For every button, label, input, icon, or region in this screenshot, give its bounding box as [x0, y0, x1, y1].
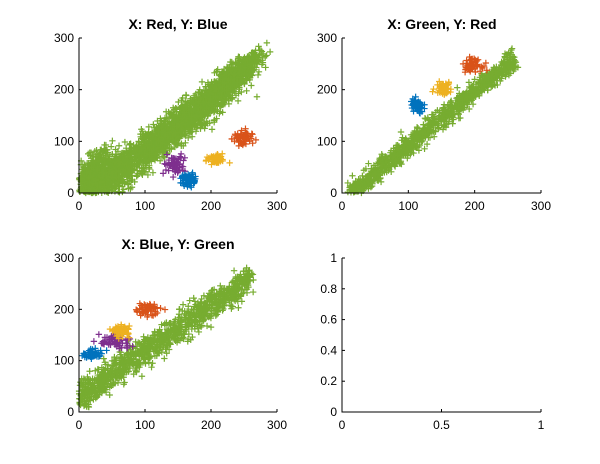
data-point — [124, 158, 131, 165]
data-point — [248, 82, 255, 89]
data-point — [138, 373, 146, 380]
data-point — [150, 121, 157, 128]
data-point — [113, 172, 121, 180]
y-tick-label: 100 — [54, 134, 74, 148]
x-tick-label: 300 — [267, 199, 287, 213]
data-point — [134, 145, 141, 152]
data-point — [134, 171, 142, 179]
data-point — [115, 167, 122, 175]
data-point — [266, 48, 274, 56]
data-point — [137, 130, 144, 138]
data-point — [141, 159, 149, 166]
data-point — [121, 171, 128, 179]
x-tick-label: 100 — [398, 199, 418, 213]
data-point — [226, 159, 233, 167]
data-point — [135, 161, 142, 169]
data-point — [263, 39, 271, 47]
data-point — [138, 154, 145, 161]
x-tick-label: 200 — [201, 199, 221, 213]
data-point — [115, 188, 122, 195]
subplot-red-blue: X: Red, Y: Blue 0 100 200 300 0 100 200 300 — [54, 16, 287, 213]
y-tick-label: 200 — [317, 83, 337, 97]
y-tick-label: 100 — [317, 134, 337, 148]
data-point — [230, 267, 238, 274]
data-point — [116, 177, 124, 184]
data-point — [141, 138, 148, 146]
data-point — [208, 126, 216, 133]
data-point — [120, 186, 127, 193]
x-tick-label: 200 — [465, 199, 485, 213]
data-point — [161, 160, 168, 167]
data-point — [127, 140, 134, 148]
subplot-title: X: Blue, Y: Green — [121, 236, 234, 252]
data-point — [234, 97, 242, 105]
data-point — [126, 147, 133, 154]
x-tick-label: 0 — [339, 199, 346, 213]
data-point — [126, 153, 133, 160]
x-tick-label: 0 — [76, 199, 83, 213]
data-point — [126, 141, 134, 149]
data-point — [253, 93, 261, 100]
y-tick-label: 0 — [330, 186, 337, 200]
data-point — [397, 128, 405, 136]
data-point — [126, 166, 133, 173]
data-point — [115, 142, 123, 149]
data-point — [107, 143, 115, 150]
data-point — [349, 172, 356, 179]
data-point — [149, 169, 157, 176]
subplot-title: X: Green, Y: Red — [387, 16, 496, 32]
data-point — [127, 185, 134, 193]
data-point — [252, 136, 260, 144]
y-tick-label: 300 — [54, 31, 74, 45]
data-point — [120, 166, 127, 173]
x-tick-label: 100 — [135, 199, 155, 213]
data-point — [137, 158, 144, 165]
data-point — [109, 184, 116, 192]
data-point — [122, 170, 130, 178]
data-point — [163, 114, 170, 121]
data-point — [113, 183, 120, 191]
x-tick-label: 300 — [531, 199, 551, 213]
data-point — [138, 165, 145, 172]
data-point — [198, 78, 206, 86]
data-point — [109, 137, 116, 144]
subplot-title: X: Red, Y: Blue — [128, 16, 227, 32]
data-point — [129, 157, 136, 164]
data-point — [155, 147, 163, 154]
data-point — [144, 171, 152, 179]
data-point — [133, 173, 140, 180]
data-point — [164, 115, 172, 123]
data-point — [151, 124, 158, 132]
y-tick-label: 300 — [317, 31, 337, 45]
data-point — [179, 301, 187, 308]
data-point — [454, 84, 461, 91]
data-point — [86, 368, 93, 375]
y-tick-label: 200 — [54, 83, 74, 97]
data-point — [243, 87, 250, 94]
subplot-green-red: X: Green, Y: Red 0 100 200 300 0 100 200 300 — [317, 16, 551, 213]
data-point — [254, 71, 262, 79]
data-point — [508, 45, 516, 52]
y-tick-label: 0 — [67, 186, 74, 200]
data-point — [119, 183, 126, 190]
